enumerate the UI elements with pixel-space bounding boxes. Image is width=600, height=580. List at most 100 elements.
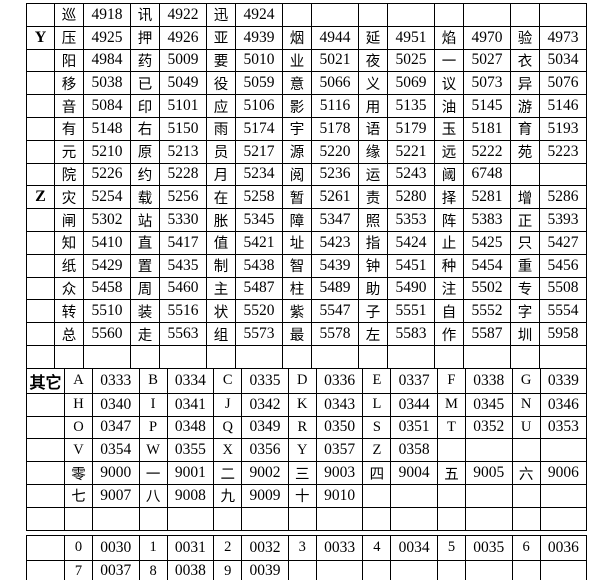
char-cell [511,506,541,531]
code-cell [159,344,207,369]
char-cell: 最 [282,322,312,346]
code-cell: 0352 [464,415,513,440]
char-cell: 缘 [358,139,388,164]
code-cell: 5423 [311,230,359,255]
char-cell: 钟 [358,253,388,278]
code-cell [539,506,588,531]
char-cell: 0 [64,534,93,561]
code-cell: 5438 [235,253,283,278]
code-cell: 0340 [92,392,140,417]
code-cell: 5116 [311,94,359,118]
char-cell: 胀 [206,208,236,232]
char-cell: E [362,367,392,394]
char-cell: 三 [287,461,317,485]
code-cell: 5073 [463,71,511,96]
char-cell: 验 [510,25,540,50]
char-cell: 四 [362,461,392,485]
table-row: 7 0037 8 0038 9 0039 [26,559,588,580]
char-cell: D [287,367,317,394]
code-cell: 5435 [159,253,207,278]
code-cell: 0032 [241,534,289,561]
row-group-label [26,94,55,118]
code-cell: 5563 [159,322,207,346]
code-cell: 0347 [92,415,140,440]
table-row: V 0354 W 0355 X 0356 Y 0357 Z 0358 [26,438,588,463]
code-cell: 0356 [241,438,289,463]
char-cell: 6 [511,534,541,561]
code-cell: 0333 [92,367,140,394]
code-cell: 0031 [166,534,215,561]
char-cell: 只 [510,230,540,255]
code-cell: 5101 [159,94,207,118]
char-cell [287,559,317,580]
code-cell: 5025 [387,48,435,73]
table-row: 有 5148 右 5150 雨 5174 宇 5178 语 5179 玉 5181 育 5193 [26,116,587,141]
code-cell: 0351 [390,415,438,440]
code-cell [539,559,588,580]
code-cell [387,344,435,369]
code-cell: 5150 [159,116,207,141]
char-cell: Z [362,438,392,463]
char-cell: 音 [54,94,84,118]
table-row: 移 5038 已 5049 役 5059 意 5066 义 5069 议 5073 异 5076 [26,71,587,96]
code-cell: 5573 [235,322,283,346]
char-cell [511,483,541,508]
code-cell: 5021 [311,48,359,73]
char-cell: 在 [206,185,236,210]
char-cell: 站 [130,208,160,232]
row-group-label [26,71,55,96]
telegraph-code-table-page: 巡 4918 讯 4922 迅 4924 Y 压 4925 押 4926 亚 4939 烟 4944 延 495… [0,3,600,580]
code-cell: 5226 [83,162,131,187]
code-cell: 5554 [539,299,587,324]
table-row: Y 压 4925 押 4926 亚 4939 烟 4944 延 4951 焰 4970 验 4973 [26,25,587,50]
code-cell: 5220 [311,139,359,164]
code-cell: 5958 [539,322,587,346]
char-cell: J [213,392,243,417]
char-cell: 载 [130,185,160,210]
code-cell: 5578 [311,322,359,346]
code-cell: 0342 [241,392,289,417]
char-cell: 押 [130,25,160,50]
char-cell: 亚 [206,25,236,50]
code-cell: 5520 [235,299,283,324]
row-group-label [26,208,55,232]
code-cell: 4925 [83,25,131,50]
code-cell: 0338 [464,367,513,394]
char-cell: 八 [138,483,168,508]
code-cell: 9008 [166,483,215,508]
char-cell [362,506,392,531]
code-cell: 0353 [539,415,588,440]
table-row: 0 0030 1 0031 2 0032 3 0033 4 0034 5 0035 6 0036 [26,534,588,561]
code-cell: 5059 [235,71,283,96]
char-cell: 责 [358,185,388,210]
char-cell: 组 [206,322,236,346]
code-cell: 5280 [387,185,435,210]
code-cell: 0344 [390,392,438,417]
char-cell: 十 [287,483,317,508]
code-cell [241,506,289,531]
code-cell: 5583 [387,322,435,346]
char-cell: Q [213,415,243,440]
code-cell: 5454 [463,253,511,278]
char-cell [358,344,388,369]
code-cell: 5421 [235,230,283,255]
code-cell: 5193 [539,116,587,141]
row-group-label [26,139,55,164]
char-cell: 一 [138,461,168,485]
table-row: 零 9000 一 9001 二 9002 三 9003 四 9004 五 9005 六 9006 [26,461,588,485]
code-cell: 0030 [92,534,140,561]
char-cell: C [213,367,243,394]
char-cell: 夜 [358,48,388,73]
char-cell: 二 [213,461,243,485]
char-cell: 一 [434,48,464,73]
char-cell: Y [287,438,317,463]
code-cell: 5034 [539,48,587,73]
code-cell: 0348 [166,415,215,440]
char-cell: 约 [130,162,160,187]
code-cell: 9009 [241,483,289,508]
char-cell: 源 [282,139,312,164]
row-group-label: Y [26,25,55,50]
code-cell: 5587 [463,322,511,346]
char-cell: 零 [64,461,93,485]
code-cell [166,506,215,531]
